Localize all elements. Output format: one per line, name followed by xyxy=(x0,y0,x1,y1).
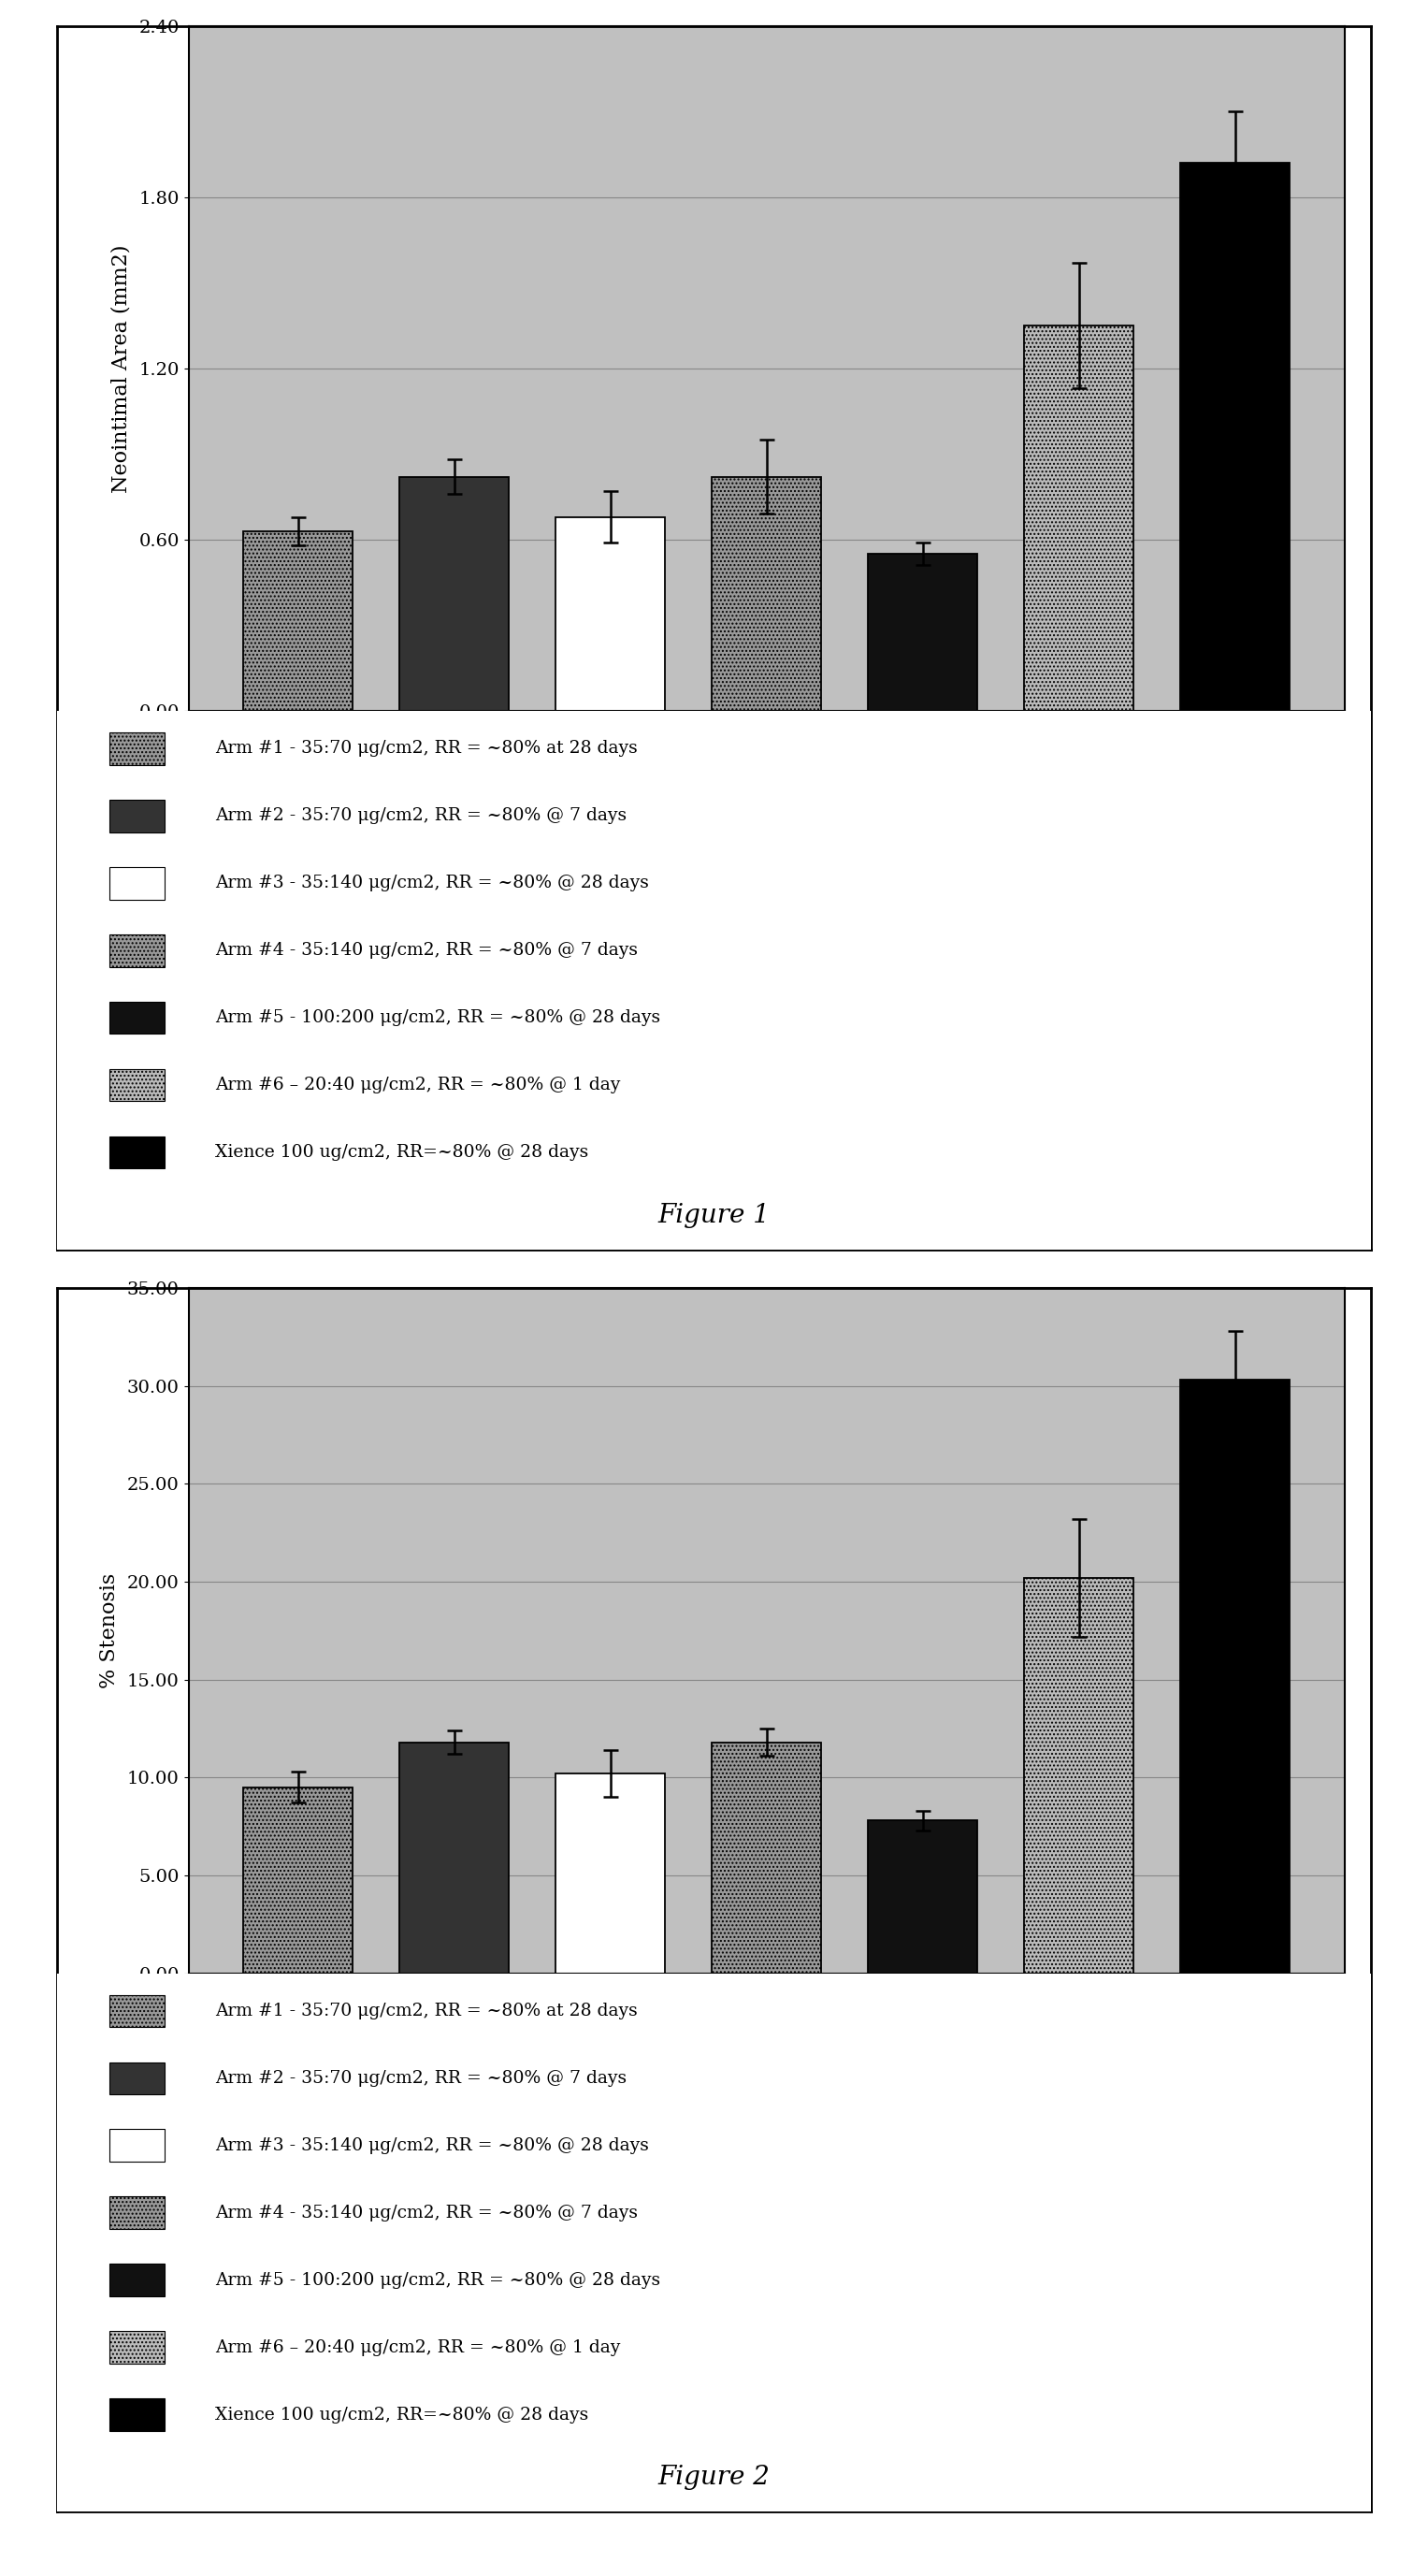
Text: Arm #6 – 20:40 μg/cm2, RR = ~80% @ 1 day: Arm #6 – 20:40 μg/cm2, RR = ~80% @ 1 day xyxy=(214,2339,620,2357)
Text: Arm #4 - 35:140 μg/cm2, RR = ~80% @ 7 days: Arm #4 - 35:140 μg/cm2, RR = ~80% @ 7 da… xyxy=(214,943,637,958)
Text: Xience 100 ug/cm2, RR=~80% @ 28 days: Xience 100 ug/cm2, RR=~80% @ 28 days xyxy=(214,1144,588,1162)
Bar xyxy=(400,1741,508,1973)
Text: Xience 100 ug/cm2, RR=~80% @ 28 days: Xience 100 ug/cm2, RR=~80% @ 28 days xyxy=(214,2406,588,2424)
Text: Arm #1 - 35:70 μg/cm2, RR = ~80% at 28 days: Arm #1 - 35:70 μg/cm2, RR = ~80% at 28 d… xyxy=(214,739,637,757)
Text: Arm #5 - 100:200 μg/cm2, RR = ~80% @ 28 days: Arm #5 - 100:200 μg/cm2, RR = ~80% @ 28 … xyxy=(214,1010,660,1025)
Bar xyxy=(110,2331,164,2365)
Text: Arm #5 - 100:200 μg/cm2, RR = ~80% @ 28 days: Arm #5 - 100:200 μg/cm2, RR = ~80% @ 28 … xyxy=(214,2272,660,2287)
Bar xyxy=(555,518,665,711)
Y-axis label: % Stenosis: % Stenosis xyxy=(99,1574,120,1687)
Text: Figure 2: Figure 2 xyxy=(658,2465,770,2491)
Text: Arm #3 - 35:140 μg/cm2, RR = ~80% @ 28 days: Arm #3 - 35:140 μg/cm2, RR = ~80% @ 28 d… xyxy=(214,2138,648,2154)
Bar xyxy=(400,477,508,711)
Text: Arm #4 - 35:140 μg/cm2, RR = ~80% @ 7 days: Arm #4 - 35:140 μg/cm2, RR = ~80% @ 7 da… xyxy=(214,2205,637,2221)
Bar xyxy=(868,1821,977,1973)
Bar xyxy=(110,2398,164,2432)
Text: Arm #6 – 20:40 μg/cm2, RR = ~80% @ 1 day: Arm #6 – 20:40 μg/cm2, RR = ~80% @ 1 day xyxy=(214,1077,620,1095)
Bar xyxy=(110,1069,164,1103)
Bar xyxy=(243,531,353,711)
Bar xyxy=(110,2197,164,2228)
Bar xyxy=(110,2130,164,2161)
Text: Arm #3 - 35:140 μg/cm2, RR = ~80% @ 28 days: Arm #3 - 35:140 μg/cm2, RR = ~80% @ 28 d… xyxy=(214,876,648,891)
Bar xyxy=(713,1741,821,1973)
Bar xyxy=(1024,1577,1134,1973)
Text: Arm #2 - 35:70 μg/cm2, RR = ~80% @ 7 days: Arm #2 - 35:70 μg/cm2, RR = ~80% @ 7 day… xyxy=(214,806,627,824)
Bar xyxy=(110,868,164,899)
Bar xyxy=(110,799,164,832)
Bar xyxy=(1181,162,1289,711)
Bar xyxy=(110,1994,164,2027)
Bar xyxy=(243,1788,353,1973)
Text: Arm #1 - 35:70 μg/cm2, RR = ~80% at 28 days: Arm #1 - 35:70 μg/cm2, RR = ~80% at 28 d… xyxy=(214,2002,637,2020)
Bar xyxy=(555,1772,665,1973)
Y-axis label: Neointimal Area (mm2): Neointimal Area (mm2) xyxy=(110,245,131,492)
Bar xyxy=(110,2264,164,2295)
Bar xyxy=(110,1136,164,1170)
Text: Arm #2 - 35:70 μg/cm2, RR = ~80% @ 7 days: Arm #2 - 35:70 μg/cm2, RR = ~80% @ 7 day… xyxy=(214,2069,627,2087)
Bar xyxy=(868,554,977,711)
Bar xyxy=(1024,325,1134,711)
Bar xyxy=(110,935,164,966)
Bar xyxy=(110,2061,164,2094)
Text: Figure 1: Figure 1 xyxy=(658,1203,770,1229)
Bar xyxy=(713,477,821,711)
Bar xyxy=(110,732,164,765)
Bar xyxy=(1181,1381,1289,1973)
Bar xyxy=(110,1002,164,1033)
